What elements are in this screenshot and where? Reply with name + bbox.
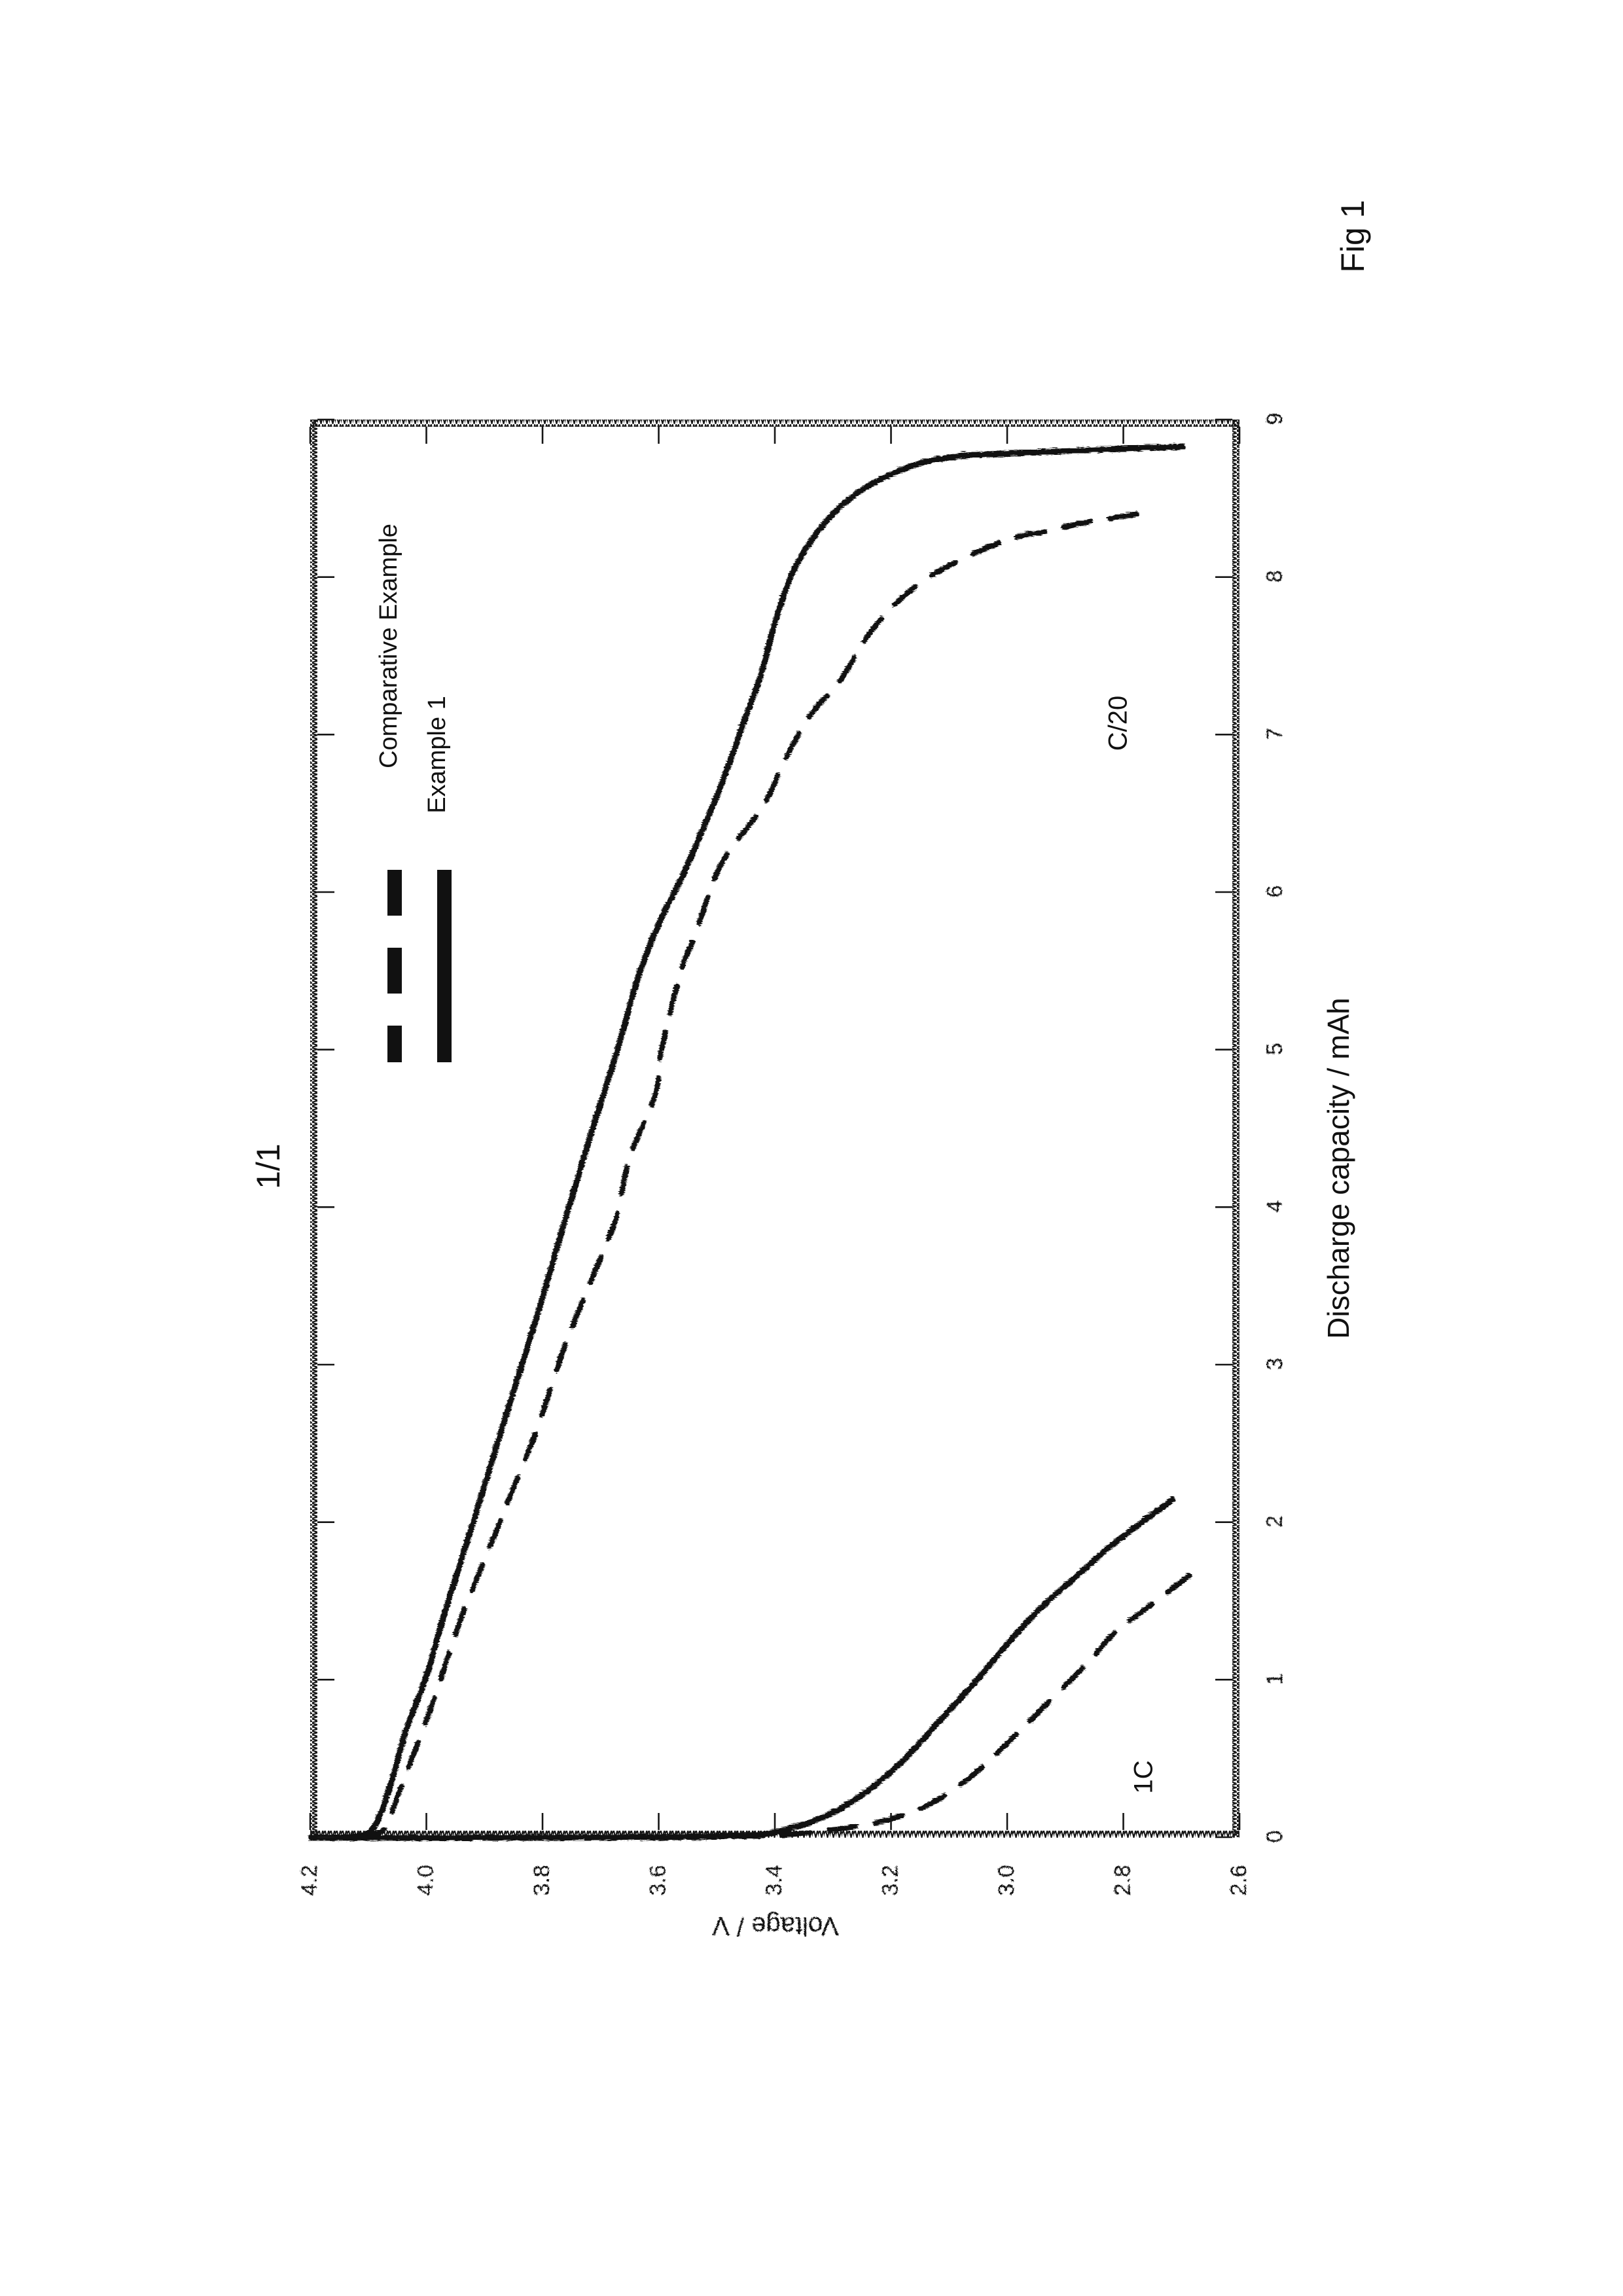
svg-text:8: 8: [1262, 571, 1287, 583]
svg-text:3: 3: [1262, 1359, 1287, 1371]
svg-text:4: 4: [1262, 1201, 1287, 1213]
svg-text:Comparative Example: Comparative Example: [375, 524, 402, 768]
svg-text:Voltage / V: Voltage / V: [713, 1912, 840, 1941]
svg-text:3.8: 3.8: [529, 1865, 554, 1896]
svg-text:Fig 1: Fig 1: [1334, 200, 1371, 272]
svg-text:2.6: 2.6: [1226, 1865, 1251, 1896]
svg-text:1: 1: [1262, 1674, 1287, 1686]
svg-text:5: 5: [1262, 1043, 1287, 1056]
svg-text:1C: 1C: [1130, 1760, 1158, 1793]
svg-text:3.6: 3.6: [645, 1865, 669, 1896]
svg-text:2: 2: [1262, 1516, 1287, 1528]
svg-text:3.2: 3.2: [877, 1865, 902, 1896]
svg-text:Example 1: Example 1: [423, 696, 451, 814]
svg-text:1/1: 1/1: [250, 1143, 287, 1189]
svg-text:C/20: C/20: [1104, 696, 1133, 751]
svg-text:3.0: 3.0: [993, 1865, 1018, 1896]
svg-text:6: 6: [1262, 886, 1287, 899]
svg-text:4.2: 4.2: [296, 1865, 321, 1896]
svg-text:Discharge capacity / mAh: Discharge capacity / mAh: [1321, 997, 1355, 1339]
svg-text:0: 0: [1262, 1831, 1287, 1844]
svg-text:2.8: 2.8: [1109, 1865, 1134, 1896]
svg-text:9: 9: [1262, 414, 1287, 426]
svg-text:3.4: 3.4: [761, 1865, 786, 1896]
svg-text:7: 7: [1262, 728, 1287, 741]
svg-text:4.0: 4.0: [412, 1865, 437, 1896]
